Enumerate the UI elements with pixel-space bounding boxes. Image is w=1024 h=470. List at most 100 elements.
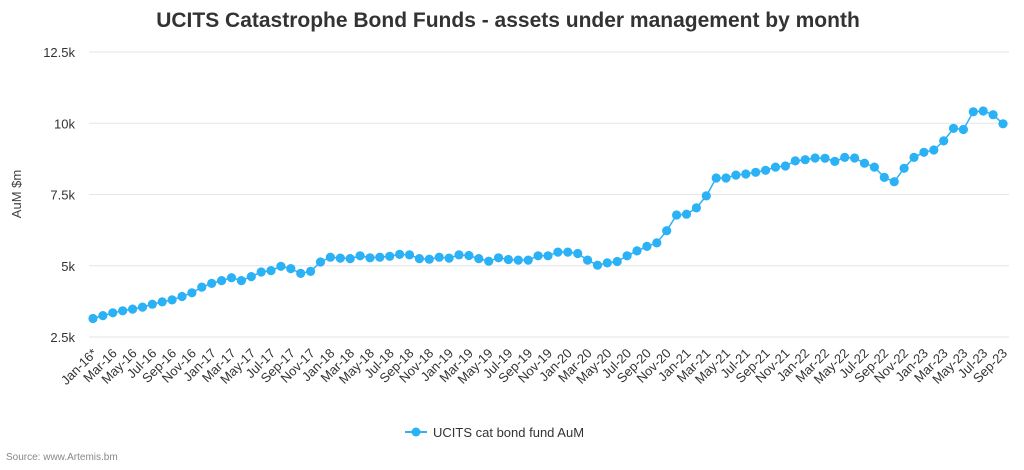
y-tick-label: 2.5k — [50, 330, 75, 345]
data-point[interactable] — [118, 306, 128, 316]
data-point[interactable] — [217, 276, 227, 286]
data-point[interactable] — [632, 246, 642, 256]
data-point[interactable] — [167, 295, 177, 305]
data-point[interactable] — [701, 191, 711, 201]
data-point[interactable] — [315, 257, 326, 267]
data-point[interactable] — [454, 250, 464, 260]
data-point[interactable] — [830, 156, 840, 166]
data-point[interactable] — [573, 248, 583, 259]
data-point[interactable] — [929, 145, 939, 155]
data-point[interactable] — [642, 241, 652, 251]
data-point[interactable] — [859, 158, 870, 168]
data-point[interactable] — [810, 153, 820, 163]
data-point[interactable] — [345, 254, 355, 264]
data-point[interactable] — [533, 251, 543, 261]
data-point[interactable] — [602, 258, 612, 268]
data-point[interactable] — [790, 156, 800, 166]
data-point[interactable] — [592, 260, 603, 270]
data-point[interactable] — [721, 173, 731, 183]
data-point[interactable] — [899, 163, 909, 173]
data-point[interactable] — [434, 252, 444, 262]
data-point[interactable] — [523, 255, 533, 265]
data-point[interactable] — [98, 311, 108, 321]
data-point[interactable] — [306, 266, 316, 276]
chart-grid — [89, 51, 1009, 338]
data-point[interactable] — [493, 253, 504, 263]
data-point[interactable] — [355, 251, 365, 261]
data-point[interactable] — [464, 250, 474, 261]
data-point[interactable] — [948, 123, 959, 133]
data-point[interactable] — [385, 251, 395, 261]
data-point[interactable] — [553, 247, 563, 257]
data-point[interactable] — [612, 256, 622, 267]
data-point[interactable] — [939, 136, 949, 146]
data-point[interactable] — [681, 209, 692, 219]
data-point[interactable] — [800, 155, 810, 165]
data-point[interactable] — [869, 162, 880, 172]
data-point[interactable] — [147, 299, 157, 309]
data-point[interactable] — [503, 254, 513, 265]
data-point[interactable] — [325, 252, 335, 262]
data-point[interactable] — [711, 173, 721, 183]
data-point[interactable] — [108, 308, 118, 318]
data-point[interactable] — [137, 302, 148, 312]
data-point[interactable] — [88, 313, 98, 324]
data-point[interactable] — [226, 273, 237, 283]
data-point[interactable] — [256, 267, 266, 277]
data-point[interactable] — [484, 256, 494, 266]
data-point[interactable] — [909, 152, 919, 162]
data-point[interactable] — [404, 250, 415, 260]
data-point[interactable] — [474, 254, 484, 264]
data-point[interactable] — [563, 247, 573, 257]
data-point[interactable] — [375, 252, 385, 262]
data-point[interactable] — [741, 169, 751, 179]
data-point[interactable] — [622, 251, 632, 261]
data-point[interactable] — [770, 162, 781, 172]
data-point[interactable] — [850, 153, 860, 163]
data-point[interactable] — [879, 172, 889, 182]
data-point[interactable] — [751, 167, 761, 177]
data-point[interactable] — [414, 254, 424, 264]
data-point[interactable] — [840, 152, 850, 162]
data-point[interactable] — [998, 119, 1008, 129]
data-point[interactable] — [919, 147, 929, 157]
data-point[interactable] — [296, 268, 306, 278]
data-point[interactable] — [157, 297, 167, 307]
source-credit: Source: www.Artemis.bm — [6, 452, 118, 463]
data-point[interactable] — [968, 107, 978, 117]
data-point[interactable] — [662, 226, 672, 236]
data-point[interactable] — [207, 278, 217, 288]
data-point[interactable] — [543, 251, 553, 261]
data-point[interactable] — [691, 203, 702, 213]
data-point[interactable] — [652, 238, 662, 248]
data-point[interactable] — [246, 272, 256, 282]
data-point[interactable] — [276, 261, 286, 271]
data-point[interactable] — [761, 165, 771, 175]
data-point[interactable] — [583, 255, 593, 265]
data-point[interactable] — [187, 288, 197, 298]
data-point[interactable] — [889, 177, 899, 187]
data-point[interactable] — [128, 304, 138, 314]
data-point[interactable] — [395, 249, 405, 259]
data-point[interactable] — [424, 254, 434, 264]
data-point[interactable] — [780, 161, 791, 171]
data-point[interactable] — [286, 264, 296, 274]
data-point[interactable] — [266, 266, 276, 276]
legend[interactable]: UCITS cat bond fund AuM — [405, 425, 584, 440]
data-point[interactable] — [444, 253, 454, 263]
data-point[interactable] — [236, 276, 246, 286]
data-point[interactable] — [197, 282, 207, 292]
data-point[interactable] — [978, 106, 988, 116]
data-point[interactable] — [988, 110, 998, 120]
data-point[interactable] — [820, 153, 830, 163]
y-tick-label: 5k — [61, 259, 75, 274]
data-point[interactable] — [177, 291, 187, 302]
data-point[interactable] — [958, 124, 969, 135]
data-point[interactable] — [513, 255, 523, 265]
data-point[interactable] — [731, 170, 741, 180]
data-point[interactable] — [335, 253, 345, 263]
data-point[interactable] — [365, 253, 375, 263]
data-point[interactable] — [672, 210, 682, 220]
y-axis-ticks: 2.5k 5k 7.5k 10k 12.5k — [43, 45, 75, 345]
